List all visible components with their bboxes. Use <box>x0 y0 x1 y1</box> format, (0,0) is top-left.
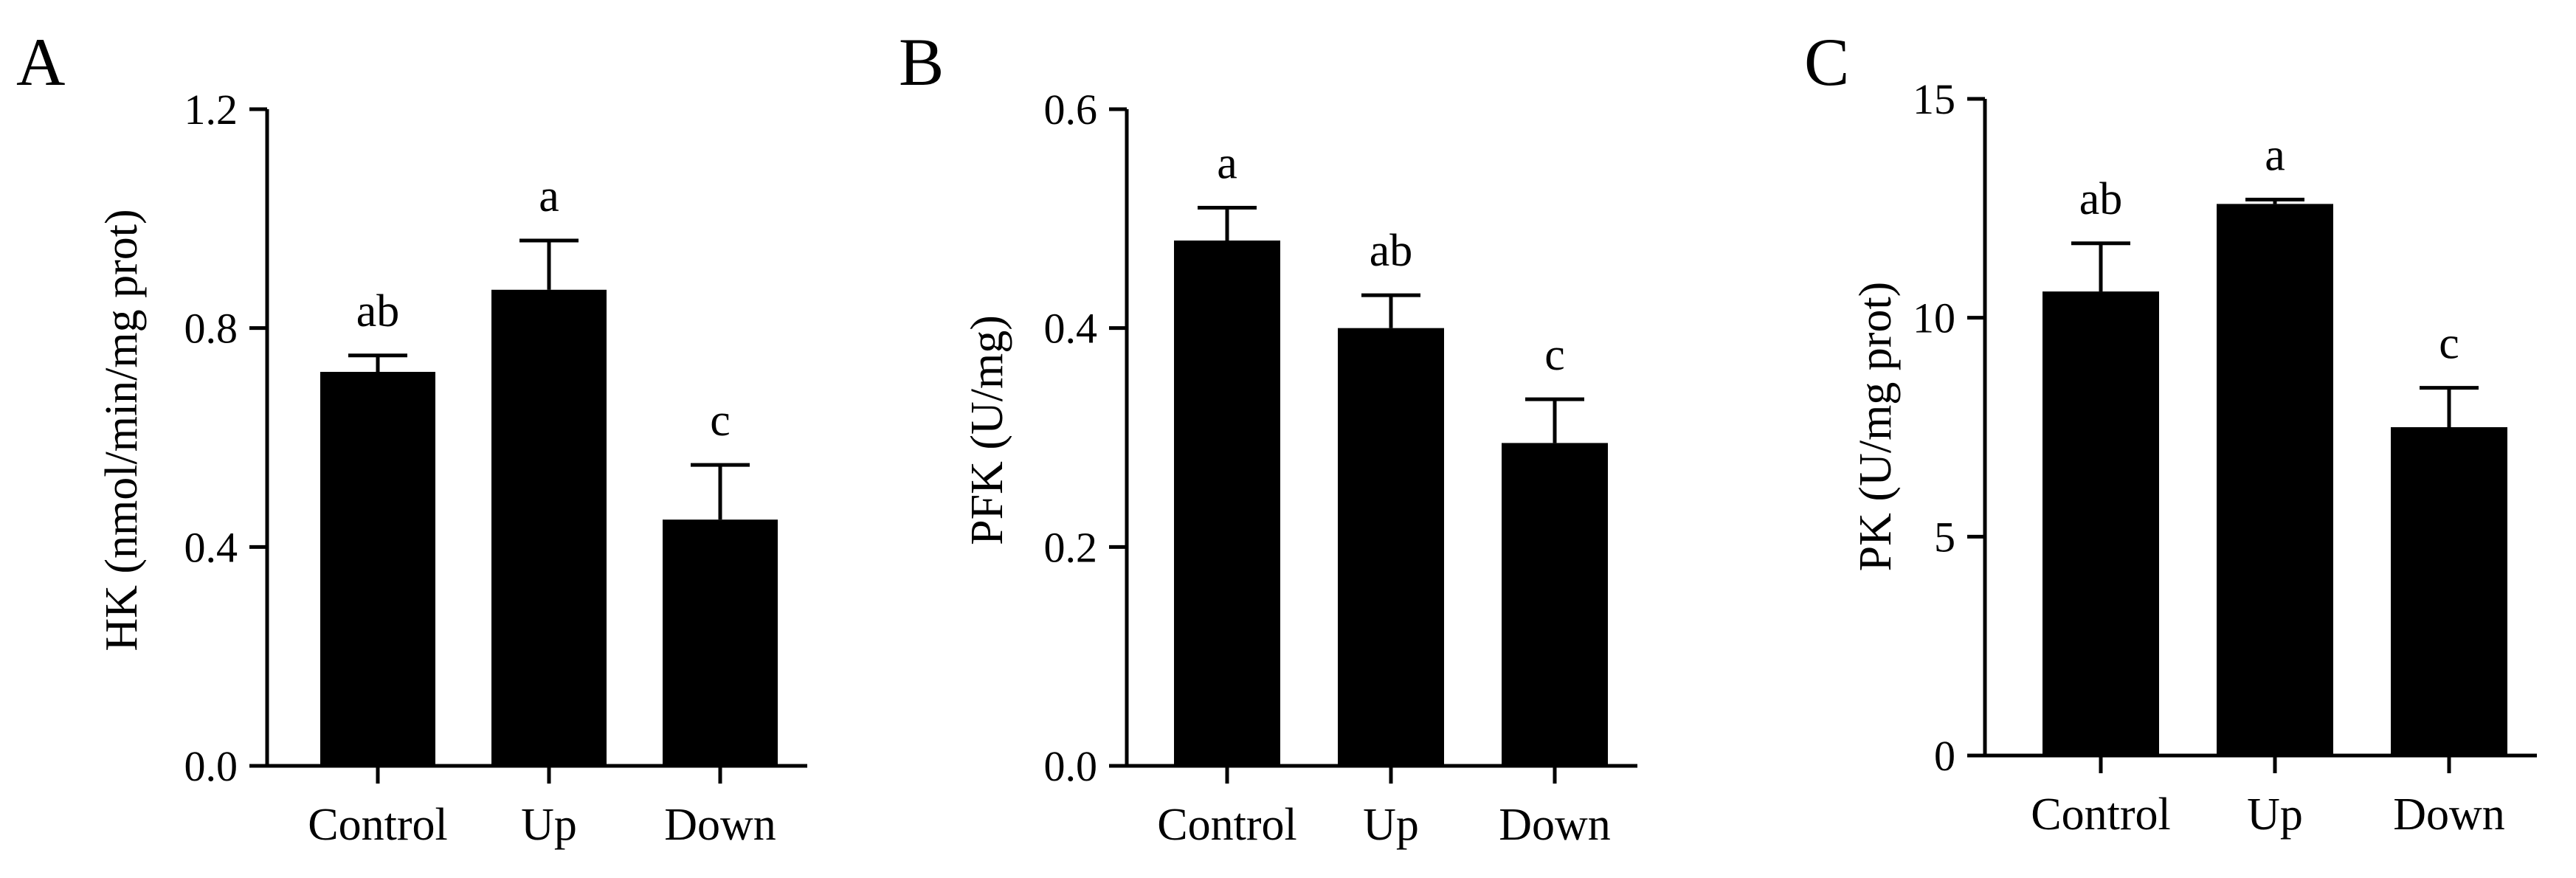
y-tick-label: 0.2 <box>1044 523 1098 571</box>
bar-control <box>1174 241 1280 766</box>
bar-up <box>2217 204 2333 756</box>
error-bar <box>1525 397 1584 443</box>
significance-label: c <box>1544 330 1565 380</box>
x-tick-label: Control <box>1157 800 1296 850</box>
bar-up <box>491 289 607 766</box>
x-tick-label: Control <box>308 800 447 850</box>
y-tick-label: 5 <box>1934 513 1955 561</box>
bar-control <box>2043 291 2159 756</box>
error-bar <box>691 463 750 520</box>
panel-letter-a: A <box>16 24 65 100</box>
x-tick-label: Up <box>521 800 577 850</box>
y-tick-label: 15 <box>1913 75 1955 123</box>
y-axis-label: HK (nmol/min/mg prot) <box>97 209 147 651</box>
y-tick-label: 0.6 <box>1044 86 1098 134</box>
bar-up <box>1338 328 1444 767</box>
x-tick-label: Control <box>2031 789 2170 840</box>
error-bar <box>1361 293 1420 328</box>
y-tick-label: 1.2 <box>184 86 238 134</box>
x-tick-label: Down <box>1499 800 1611 850</box>
panel-c: C PK (U/mg prot) ab a c 0 5 10 15 Control Up Down <box>1804 24 2537 840</box>
y-tick-label: 0 <box>1934 732 1955 780</box>
significance-label: a <box>1217 139 1237 189</box>
error-bar <box>2245 197 2304 204</box>
error-bar <box>348 353 407 372</box>
x-tick-label: Up <box>1363 800 1419 850</box>
x-tick-label: Down <box>664 800 776 850</box>
bar-down <box>2391 427 2507 756</box>
significance-label: c <box>710 395 731 446</box>
significance-label: ab <box>356 286 400 336</box>
panel-letter-b: B <box>899 24 944 100</box>
bar-down <box>1502 443 1608 766</box>
error-bar <box>1198 206 1257 241</box>
significance-label: a <box>539 171 559 221</box>
significance-label: ab <box>1370 226 1413 276</box>
bar-control <box>320 372 435 766</box>
y-tick-label: 0.4 <box>1044 305 1098 353</box>
y-tick-label: 0.0 <box>184 742 238 790</box>
y-axis-label: PFK (U/mg) <box>962 315 1012 545</box>
error-bar <box>519 238 579 290</box>
significance-label: ab <box>2079 174 2123 224</box>
x-tick-label: Down <box>2393 789 2505 840</box>
y-tick-label: 10 <box>1913 294 1955 342</box>
x-tick-label: Up <box>2247 789 2303 840</box>
bar-down <box>663 519 778 766</box>
y-tick-label: 0.8 <box>184 305 238 353</box>
panel-a: A HK (nmol/min/mg prot) ab a c 0.0 0.4 0.8 1.2… <box>16 24 807 850</box>
y-tick-label: 0.4 <box>184 523 238 571</box>
panel-letter-c: C <box>1804 24 1849 100</box>
significance-label: a <box>2265 130 2285 180</box>
y-tick-label: 0.0 <box>1044 742 1098 790</box>
error-bar <box>2071 241 2130 292</box>
y-axis-label: PK (U/mg prot) <box>1851 282 1901 572</box>
error-bar <box>2420 386 2479 427</box>
significance-label: c <box>2439 319 2459 369</box>
panel-b: B PFK (U/mg) a ab c 0.0 0.2 0.4 0.6 Control Up Do… <box>899 24 1637 850</box>
